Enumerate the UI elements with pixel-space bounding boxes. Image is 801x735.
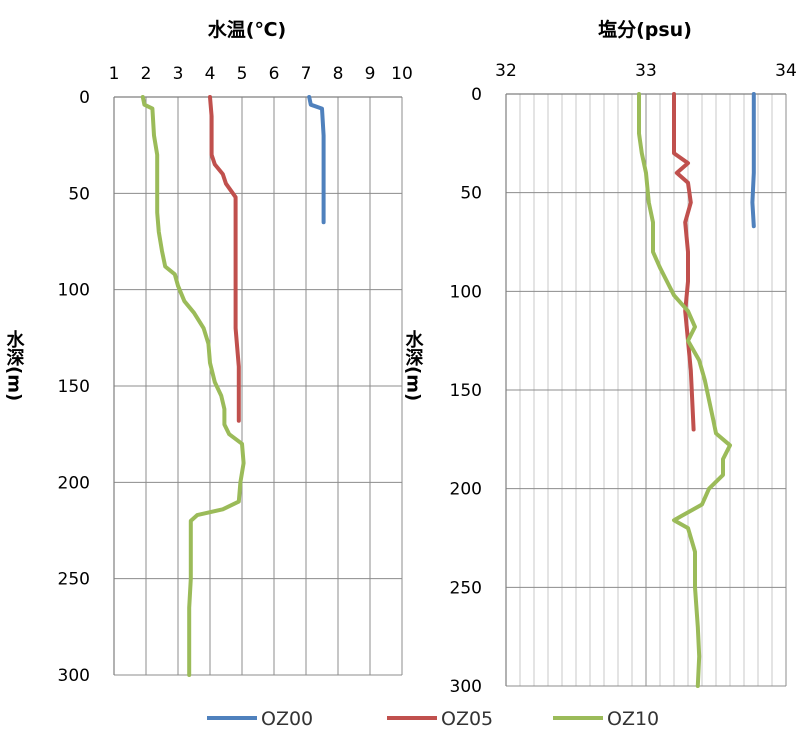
temperature-series-line-oz00 xyxy=(307,95,326,225)
temperature-y-tick-label: 250 xyxy=(58,570,90,590)
salinity-y-tick-label: 300 xyxy=(450,677,482,697)
salinity-y-tick-label: 150 xyxy=(450,381,482,401)
temperature-y-tick-label: 300 xyxy=(58,666,90,686)
temperature-y-tick-label: 200 xyxy=(58,473,90,493)
salinity-y-tick-label: 250 xyxy=(450,578,482,598)
legend-label-oz00: OZ00 xyxy=(261,708,313,730)
temperature-x-tick-label: 1 xyxy=(109,64,120,84)
legend-label-oz05: OZ05 xyxy=(441,708,493,730)
salinity-x-tick-label: 33 xyxy=(635,61,657,81)
salinity-x-tick-label: 32 xyxy=(495,61,517,81)
temperature-grid xyxy=(113,96,403,676)
salinity-chart: 塩分(psu) 32 33 34 0 50 100 150 200 250 300 水深(m) xyxy=(403,18,797,697)
temperature-title: 水温(℃) xyxy=(208,19,286,41)
salinity-series-line-oz10 xyxy=(637,92,732,688)
temperature-x-tick-label: 3 xyxy=(173,64,184,84)
salinity-x-tick-label: 34 xyxy=(775,61,797,81)
temperature-series-line-oz10 xyxy=(140,95,246,677)
temperature-x-tick-label: 10 xyxy=(391,64,413,84)
salinity-series-line-oz00 xyxy=(750,92,756,229)
salinity-grid xyxy=(505,93,787,687)
salinity-series xyxy=(637,92,756,688)
temperature-series xyxy=(140,95,326,677)
temperature-series-line-oz05 xyxy=(208,95,241,423)
temperature-x-ticks: 1 2 3 4 5 6 7 8 9 10 xyxy=(109,64,413,84)
temperature-y-axis-label: 水深(m) xyxy=(4,329,25,401)
legend: OZ00 OZ05 OZ10 xyxy=(207,708,659,730)
temperature-y-tick-label: 150 xyxy=(58,377,90,397)
salinity-y-ticks: 0 50 100 150 200 250 300 xyxy=(450,85,482,697)
legend-label-oz10: OZ10 xyxy=(607,708,659,730)
temperature-x-tick-label: 4 xyxy=(205,64,216,84)
salinity-y-tick-label: 50 xyxy=(460,184,482,204)
salinity-series-line-oz05 xyxy=(672,92,696,432)
salinity-x-ticks: 32 33 34 xyxy=(495,61,797,81)
temperature-y-tick-label: 0 xyxy=(79,88,90,108)
temperature-chart: 水温(℃) 1 2 3 4 5 6 7 8 9 10 0 50 100 150 200 250 300 水深(… xyxy=(4,19,413,686)
temperature-x-tick-label: 5 xyxy=(237,64,248,84)
temperature-x-tick-label: 7 xyxy=(301,64,312,84)
salinity-y-tick-label: 100 xyxy=(450,282,482,302)
temperature-x-tick-label: 6 xyxy=(269,64,280,84)
salinity-y-tick-label: 0 xyxy=(471,85,482,105)
salinity-title: 塩分(psu) xyxy=(598,18,692,41)
salinity-y-tick-label: 200 xyxy=(450,480,482,500)
temperature-y-tick-label: 50 xyxy=(68,184,90,204)
salinity-y-axis-label: 水深(m) xyxy=(403,329,424,401)
temperature-x-tick-label: 9 xyxy=(365,64,376,84)
temperature-x-tick-label: 8 xyxy=(333,64,344,84)
temperature-x-tick-label: 2 xyxy=(141,64,152,84)
temperature-y-tick-label: 100 xyxy=(58,281,90,301)
temperature-y-ticks: 0 50 100 150 200 250 300 xyxy=(58,88,90,686)
